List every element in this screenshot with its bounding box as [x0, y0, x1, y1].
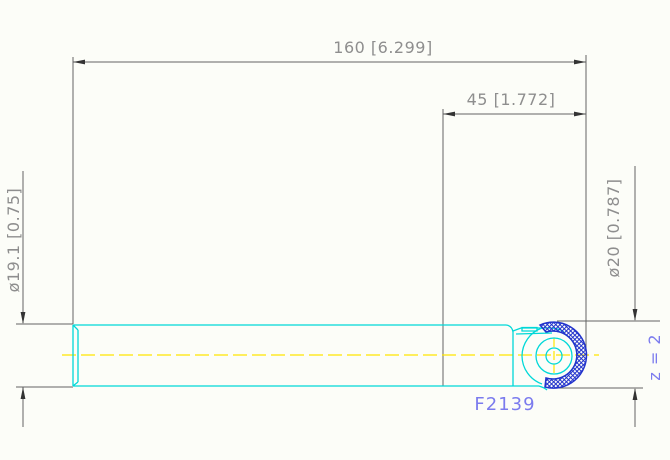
tool-outline [72, 324, 578, 391]
dimension-arrowheads [20, 59, 638, 400]
dim-head-diameter-label: ø20 [0.787] [604, 178, 623, 278]
insert-hatch [538, 321, 588, 389]
dim-cutting-length-label: 45 [1.772] [466, 90, 556, 109]
flute-count-label: z = 2 [645, 333, 664, 381]
dim-shank-diameter-label: ø19.1 [0.75] [4, 187, 23, 293]
centerline [62, 338, 599, 374]
product-code-label: F2139 [474, 394, 536, 415]
dim-overall-length-label: 160 [6.299] [333, 38, 433, 57]
